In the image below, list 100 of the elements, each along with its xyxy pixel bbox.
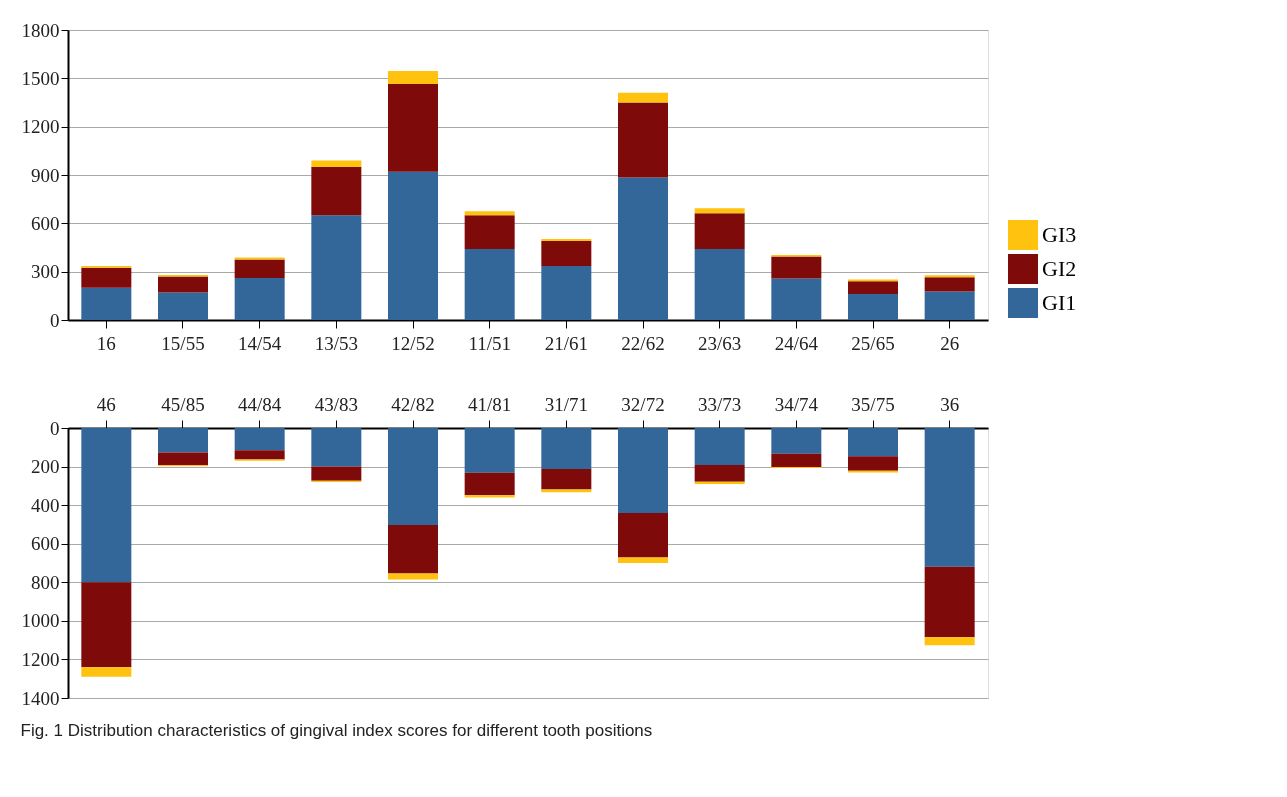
bar — [771, 278, 822, 320]
bar — [924, 291, 975, 320]
y-tick-label: 1200 — [21, 648, 60, 670]
caption: Fig. 1 Distribution characteristics of gingival index scores for different tooth positions — [20, 720, 653, 740]
y-tick-label: 0 — [50, 309, 60, 331]
bar — [464, 428, 515, 473]
x-tick-label: 21/61 — [544, 332, 588, 354]
bar — [618, 102, 668, 178]
bar — [81, 667, 132, 677]
bar — [158, 292, 208, 320]
x-tick-label: 24/64 — [774, 332, 819, 354]
bar — [694, 213, 745, 250]
legend-label: GI1 — [1042, 290, 1077, 315]
bar — [694, 249, 745, 320]
x-tick-label: 41/81 — [468, 393, 512, 415]
bar — [81, 582, 132, 668]
bar — [81, 267, 132, 288]
bar — [388, 71, 438, 84]
bar — [234, 259, 285, 279]
y-tick-label: 1200 — [21, 116, 60, 138]
x-tick-label: 23/63 — [698, 332, 742, 354]
x-tick-label: 34/74 — [774, 393, 819, 415]
y-tick-label: 1500 — [21, 67, 60, 89]
y-tick-label: 800 — [31, 571, 60, 593]
x-tick-label: 26 — [940, 332, 960, 354]
bar — [388, 428, 438, 526]
x-tick-label: 13/53 — [314, 332, 358, 354]
bar — [848, 281, 898, 295]
bar — [771, 428, 822, 454]
x-tick-label: 31/71 — [544, 393, 588, 415]
x-tick-label: 43/83 — [314, 393, 358, 415]
bar — [234, 450, 285, 460]
x-tick-label: 16 — [96, 332, 116, 354]
bar — [81, 287, 132, 320]
y-tick-label: 1400 — [21, 687, 60, 709]
x-tick-label: 46 — [96, 393, 116, 415]
bar — [848, 456, 898, 471]
bar — [311, 428, 362, 467]
y-tick-label: 200 — [31, 456, 60, 478]
x-tick-label: 35/75 — [851, 393, 895, 415]
bar — [618, 428, 668, 514]
x-tick-label: 25/65 — [851, 332, 895, 354]
bar — [388, 171, 438, 320]
x-tick-label: 33/73 — [698, 393, 742, 415]
bar — [81, 428, 132, 583]
bar — [771, 256, 822, 279]
x-tick-label: 15/55 — [161, 332, 205, 354]
x-tick-label: 22/62 — [621, 332, 665, 354]
bar — [388, 83, 438, 172]
x-tick-label: 36 — [940, 393, 960, 415]
x-tick-label: 14/54 — [238, 332, 282, 354]
x-tick-label: 11/51 — [468, 332, 511, 354]
bar — [158, 276, 208, 293]
bar — [618, 557, 668, 563]
y-tick-label: 1800 — [21, 19, 60, 41]
bar — [464, 472, 515, 496]
bar — [311, 160, 362, 167]
bar — [848, 294, 898, 320]
bar — [618, 177, 668, 320]
bar — [924, 277, 975, 292]
y-tick-label: 900 — [31, 164, 60, 186]
bar — [771, 453, 822, 467]
bar — [924, 637, 975, 646]
bar — [541, 428, 592, 469]
bar — [618, 513, 668, 558]
bar — [541, 241, 592, 267]
bar — [464, 211, 515, 216]
bar — [924, 428, 975, 567]
bar — [311, 166, 362, 216]
bar — [234, 428, 285, 451]
bar — [924, 566, 975, 638]
legend-label: GI2 — [1042, 256, 1077, 281]
x-tick-label: 42/82 — [391, 393, 435, 415]
bar — [848, 428, 898, 457]
x-tick-label: 45/85 — [161, 393, 205, 415]
y-tick-label: 400 — [31, 494, 60, 516]
bar — [464, 495, 515, 498]
y-tick-label: 300 — [31, 261, 60, 283]
bar — [311, 215, 362, 320]
y-tick-label: 600 — [31, 533, 60, 555]
bar — [541, 266, 592, 320]
bar — [694, 465, 745, 482]
bar — [388, 573, 438, 580]
bar — [158, 452, 208, 466]
bar — [464, 249, 515, 320]
bar — [694, 428, 745, 466]
bar — [234, 278, 285, 320]
bar — [464, 215, 515, 250]
bar — [234, 257, 285, 260]
legend-label: GI3 — [1042, 222, 1077, 247]
y-tick-label: 0 — [50, 417, 60, 439]
bar — [541, 468, 592, 490]
x-tick-label: 44/84 — [238, 393, 282, 415]
y-tick-label: 600 — [31, 212, 60, 234]
bar — [388, 525, 438, 574]
bar — [618, 92, 668, 103]
bar — [694, 208, 745, 214]
bar — [158, 428, 208, 453]
x-tick-label: 12/52 — [391, 332, 435, 354]
bar — [311, 466, 362, 481]
